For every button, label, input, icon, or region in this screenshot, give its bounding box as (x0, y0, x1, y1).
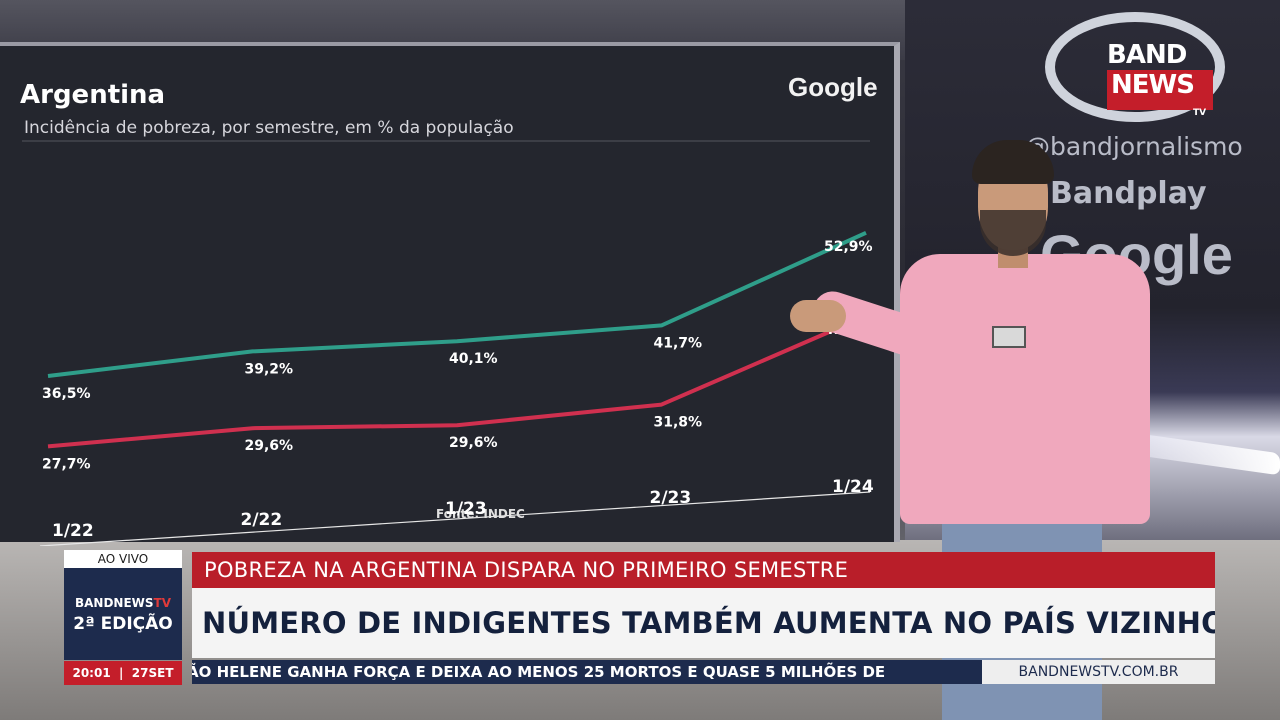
series-2-label: 29,6% (449, 435, 498, 451)
time-date-box: 20:01 | 27SET (64, 661, 182, 685)
headline-main: NÚMERO DE INDIGENTES TAMBÉM AUMENTA NO P… (192, 588, 1215, 658)
google-logo: Google (788, 72, 878, 102)
clock-time: 20:01 (72, 666, 111, 680)
line-chart: Fonte: INDEC 36,5% 39,2% 40,1% 41,7% 52,9% 27… (22, 140, 874, 546)
chart-subtitle: Incidência de pobreza, por semestre, em … (24, 118, 514, 138)
band-logo-bottom: NEWS (1111, 70, 1195, 100)
time-separator: | (114, 666, 128, 680)
ticker-text: ÇÃO HELENE GANHA FORÇA E DEIXA AO MENOS … (192, 663, 886, 681)
series-1-label: 52,9% (824, 239, 873, 255)
program-brand-tv: TV (153, 596, 172, 610)
wall-handle: @bandjornalismo (1025, 132, 1243, 161)
series-2-label: 31,8% (654, 415, 703, 431)
presenter-beard (980, 210, 1046, 256)
series-1-label: 39,2% (245, 361, 294, 377)
chart-source: Fonte: INDEC (436, 507, 525, 521)
series-1-label: 36,5% (42, 386, 91, 402)
x-tick-label: 1/22 (52, 521, 94, 541)
series-2-label: 29,6% (245, 438, 294, 454)
program-brand: BANDNEWSTV (64, 596, 182, 610)
presenter-shirt (900, 254, 1150, 524)
x-tick-label: 1/24 (832, 477, 874, 497)
chart-title: Argentina (20, 80, 166, 110)
program-edition: 2ª EDIÇÃO (73, 614, 173, 634)
presenter-hair (972, 140, 1054, 184)
chart-screen: Argentina Incidência de pobreza, por sem… (0, 42, 900, 546)
chart-x-axis (39, 491, 871, 546)
series-2-line (47, 314, 867, 449)
program-logo: BANDNEWSTV 2ª EDIÇÃO (64, 568, 182, 660)
x-tick-label: 1/23 (445, 499, 487, 519)
series-1-label: 41,7% (654, 335, 703, 351)
band-logo-tv: TV (1193, 108, 1207, 118)
band-logo-top: BAND (1107, 40, 1187, 70)
news-ticker: ÇÃO HELENE GANHA FORÇA E DEIXA AO MENOS … (192, 660, 982, 684)
wall-bandplay: Bandplay (1050, 176, 1207, 211)
program-brand-text: BANDNEWS (74, 596, 154, 610)
site-url: BANDNEWSTV.COM.BR (982, 660, 1215, 684)
x-tick-label: 2/23 (650, 488, 692, 508)
headline-top: POBREZA NA ARGENTINA DISPARA NO PRIMEIRO… (192, 552, 1215, 588)
news-box (1107, 70, 1213, 110)
live-badge: AO VIVO (64, 550, 182, 568)
series-1-line (47, 230, 867, 378)
series-2-label: 27,7% (42, 456, 91, 472)
bandnews-logo: BAND NEWS TV (1045, 12, 1225, 122)
phone-icon (992, 326, 1026, 348)
presenter-hand (790, 300, 846, 332)
x-tick-label: 2/22 (241, 510, 283, 530)
series-1-label: 40,1% (449, 351, 498, 367)
clock-date: 27SET (131, 666, 174, 680)
band-eye-icon (1045, 12, 1225, 122)
